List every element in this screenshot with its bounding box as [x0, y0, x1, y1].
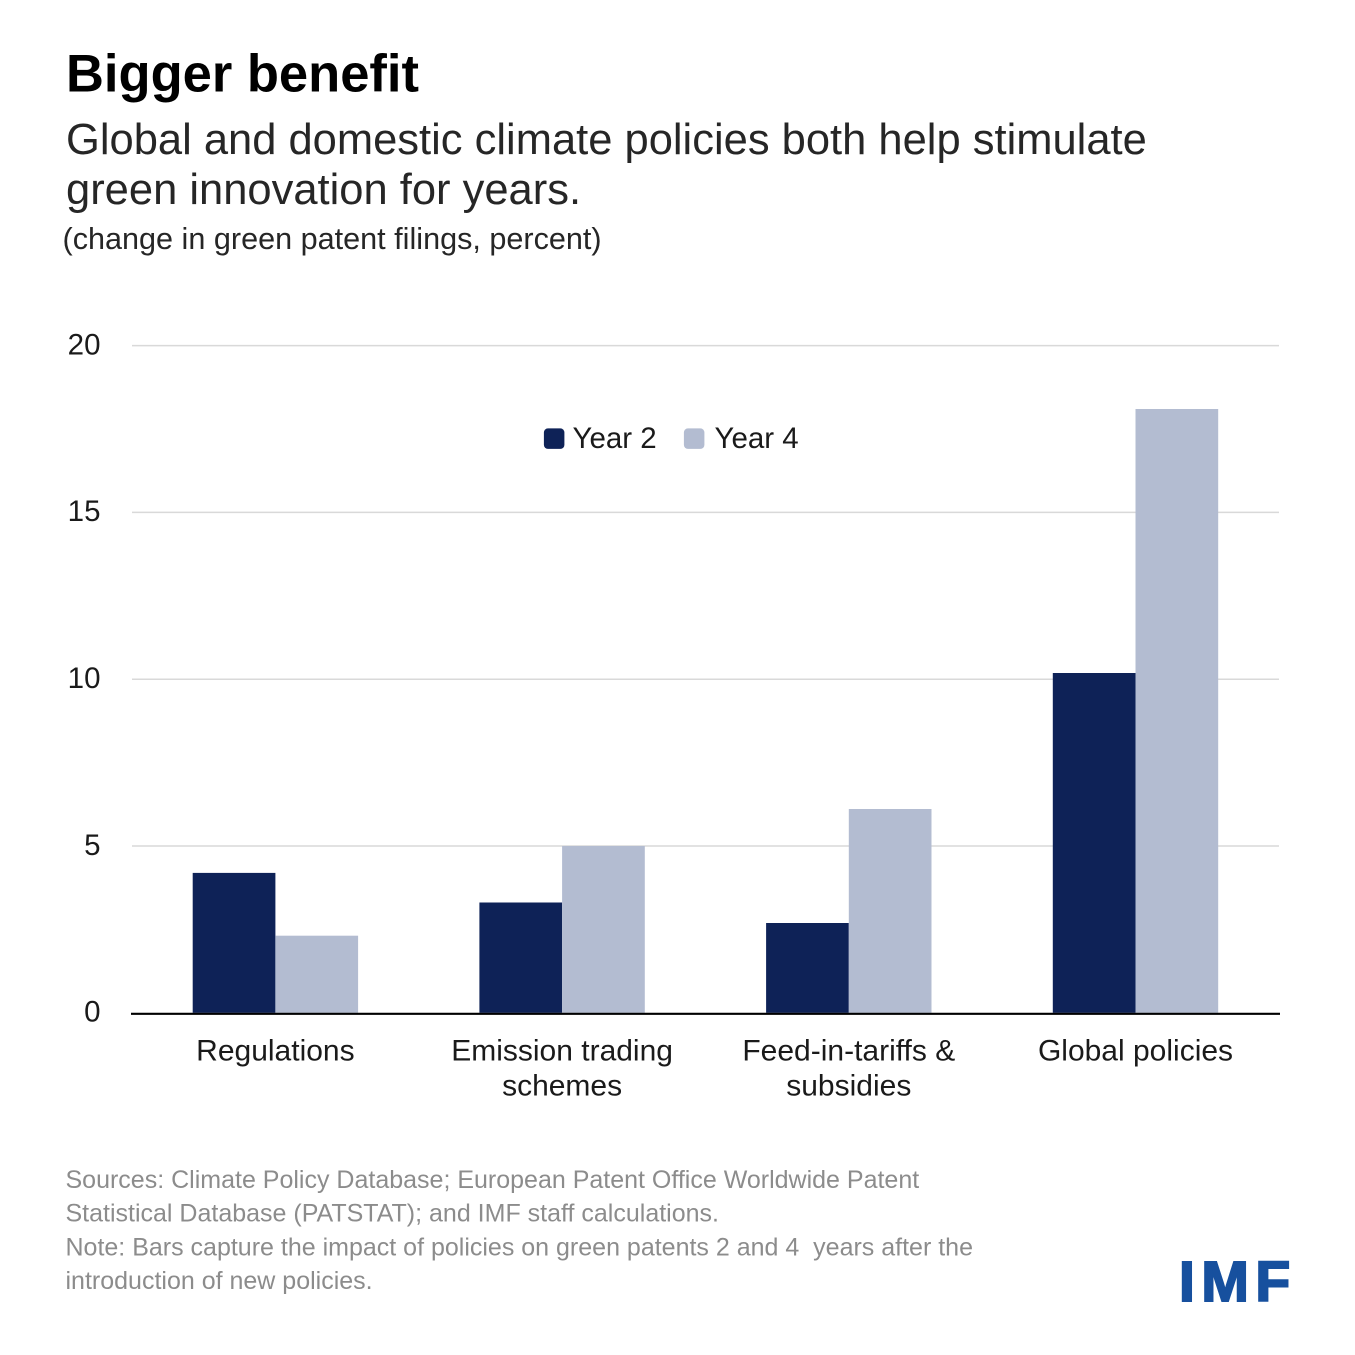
svg-text:schemes: schemes [502, 1070, 622, 1103]
svg-text:Note: Bars capture the impact: Note: Bars capture the impact of policie… [66, 1233, 973, 1261]
svg-text:IMF: IMF [1179, 1250, 1297, 1314]
svg-text:Sources: Climate Policy Databa: Sources: Climate Policy Database; Europe… [66, 1166, 920, 1194]
svg-text:5: 5 [84, 829, 100, 862]
svg-text:green innovation for years.: green innovation for years. [66, 166, 581, 214]
svg-text:introduction of new policies.: introduction of new policies. [66, 1267, 373, 1295]
svg-text:Year 2: Year 2 [573, 422, 657, 455]
svg-text:subsidies: subsidies [786, 1070, 911, 1103]
svg-text:Statistical Database (PATSTAT): Statistical Database (PATSTAT); and IMF … [66, 1200, 719, 1228]
svg-text:Regulations: Regulations [196, 1035, 354, 1068]
svg-text:15: 15 [68, 495, 101, 528]
svg-text:Year 4: Year 4 [715, 422, 799, 455]
svg-text:Bigger benefit: Bigger benefit [66, 45, 419, 104]
svg-text:(change in green patent filing: (change in green patent filings, percent… [63, 222, 602, 256]
svg-text:Feed-in-tariffs &: Feed-in-tariffs & [742, 1035, 955, 1068]
svg-text:Global policies: Global policies [1038, 1035, 1233, 1068]
svg-text:20: 20 [68, 328, 101, 361]
svg-text:Global and domestic climate po: Global and domestic climate policies bot… [66, 116, 1147, 164]
svg-text:Emission trading: Emission trading [451, 1035, 673, 1068]
svg-text:10: 10 [68, 662, 101, 695]
svg-text:0: 0 [84, 996, 100, 1029]
